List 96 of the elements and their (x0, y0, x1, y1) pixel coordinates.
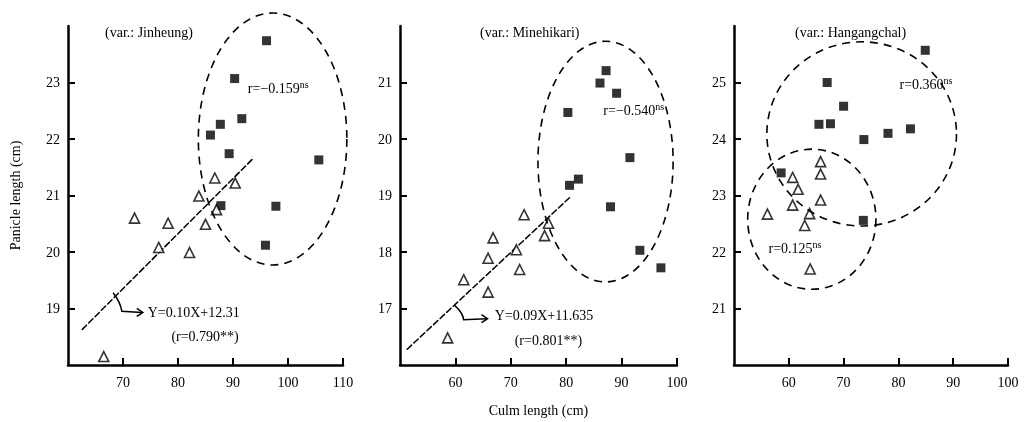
point (457, 273, 470, 286)
point (595, 78, 605, 88)
point (230, 74, 240, 84)
point (262, 36, 272, 46)
y-tick-label: 18 (378, 244, 392, 260)
point (656, 263, 666, 273)
point (612, 88, 622, 98)
point (859, 135, 869, 145)
point (162, 217, 174, 229)
point (565, 180, 575, 190)
y-tick-label: 17 (378, 301, 392, 316)
x-tick-label: 70 (116, 374, 130, 390)
point (128, 212, 141, 224)
chart-title: (var.: Jinheung) (105, 24, 194, 41)
point (518, 208, 530, 221)
point (224, 149, 234, 159)
y-tick-label: 19 (46, 301, 60, 316)
y-tick-label: 21 (712, 301, 726, 316)
x-tick-label: 80 (171, 374, 185, 390)
point (814, 168, 827, 180)
point (209, 172, 221, 184)
point (625, 153, 635, 163)
annotation: (r=0.801**) (514, 333, 583, 350)
y-tick-label: 22 (712, 244, 726, 260)
point (271, 201, 281, 211)
x-tick-label: 100 (997, 374, 1019, 390)
point (798, 219, 811, 232)
y-tick-label: 19 (378, 188, 392, 203)
point (482, 252, 494, 265)
point (199, 218, 212, 231)
x-tick-label: 90 (946, 374, 961, 390)
point (825, 119, 835, 129)
point (510, 243, 523, 256)
point (814, 194, 827, 206)
x-tick-label: 80 (559, 374, 574, 390)
point (538, 229, 551, 242)
x-tick-label: 70 (836, 374, 851, 390)
y-tick-label: 20 (46, 244, 60, 260)
point (183, 246, 196, 259)
point (314, 155, 324, 165)
y-tick-label: 22 (46, 131, 60, 147)
x-tick-label: 90 (614, 374, 629, 390)
point (822, 78, 832, 87)
point (792, 183, 804, 196)
point (487, 232, 499, 244)
y-tick-label: 21 (378, 75, 392, 90)
point (905, 124, 915, 134)
point (839, 101, 849, 111)
point (573, 174, 583, 184)
point (786, 171, 799, 184)
point (229, 177, 241, 189)
point (563, 107, 573, 117)
y-tick-label: 24 (712, 131, 726, 147)
annotation: Y=0.09X+11.635 (494, 307, 594, 323)
y-tick-label: 23 (46, 75, 60, 90)
y-tick-label: 21 (46, 188, 60, 203)
point (215, 119, 225, 129)
point (761, 208, 774, 220)
x-tick-label: 100 (277, 374, 299, 390)
y-tick-label: 20 (378, 131, 392, 147)
point (920, 45, 930, 55)
x-tick-label: 100 (666, 374, 688, 390)
point (601, 66, 611, 76)
point (152, 241, 165, 254)
point (814, 119, 824, 129)
point (776, 168, 786, 178)
point (193, 190, 205, 202)
point (814, 155, 827, 168)
point (786, 199, 799, 211)
point (606, 202, 616, 212)
point (441, 332, 454, 344)
y-tick-label: 25 (712, 75, 726, 90)
x-tick-label: 90 (226, 374, 240, 390)
point (804, 263, 816, 275)
point (237, 114, 247, 124)
annotation: (r=0.790**) (171, 328, 240, 345)
point (883, 128, 893, 138)
point (205, 130, 215, 140)
x-tick-label: 60 (448, 374, 463, 390)
point (97, 350, 110, 363)
point (260, 240, 270, 250)
point (482, 286, 494, 298)
x-tick-label: 70 (503, 374, 518, 390)
y-axis-title: Panicle length (cm) (7, 140, 24, 251)
x-tick-label: 110 (332, 374, 354, 390)
x-axis-title: Culm length (cm) (488, 402, 589, 419)
point (542, 217, 555, 229)
y-tick-label: 23 (712, 188, 726, 203)
chart-title: (var.: Minehikari) (480, 24, 580, 41)
point (858, 215, 868, 225)
x-tick-label: 60 (781, 374, 796, 390)
x-tick-label: 80 (891, 374, 906, 390)
point (513, 263, 526, 276)
annotation: Y=0.10X+12.31 (147, 304, 240, 320)
point (635, 245, 645, 255)
chart-title: (var.: Hangangchal) (795, 24, 907, 41)
